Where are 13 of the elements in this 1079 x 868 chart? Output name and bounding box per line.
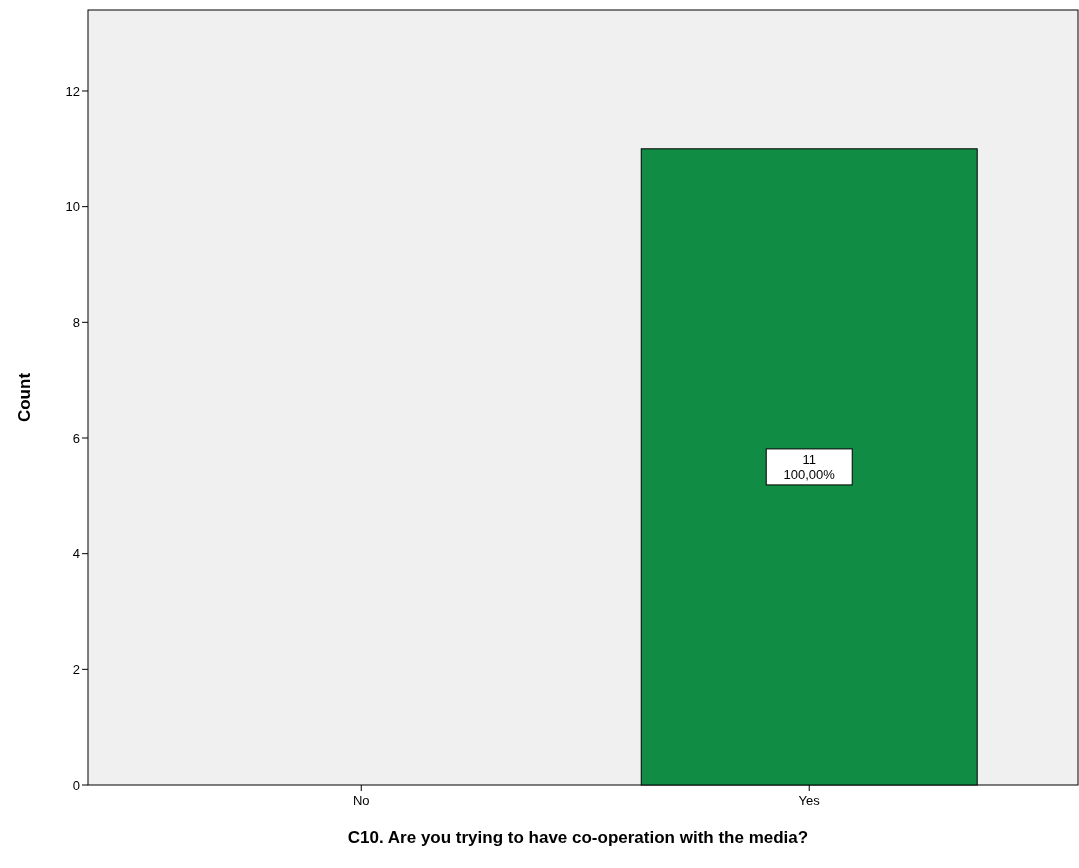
- x-tick-label: No: [352, 793, 370, 808]
- y-tick-label: 6: [72, 430, 80, 446]
- x-tick-label: Yes: [798, 793, 821, 808]
- y-tick-label: 10: [65, 199, 80, 215]
- annotation: 100,00%: [783, 467, 836, 483]
- data-label: 11: [802, 452, 816, 468]
- y-tick-label: 8: [72, 314, 80, 330]
- y-tick-label: 0: [72, 777, 80, 793]
- x-axis-title: C10. Are you trying to have co-operation with the media?: [347, 828, 809, 847]
- y-tick-label: 2: [72, 661, 80, 677]
- y-axis-title: Count: [15, 372, 34, 423]
- y-tick-label: 12: [65, 83, 80, 99]
- y-tick-label: 4: [72, 546, 80, 562]
